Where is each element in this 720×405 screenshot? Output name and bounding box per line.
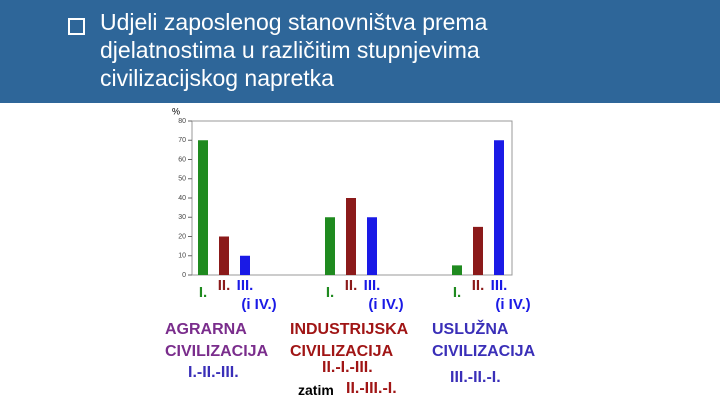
bar-label: II. (218, 277, 231, 294)
note: (i IV.) (368, 296, 403, 313)
y-tick-label: 40 (178, 195, 186, 202)
bar-label: III. (364, 277, 381, 294)
order: II.-III.-I. (346, 380, 397, 397)
bar-label: I. (453, 284, 461, 301)
category-label: AGRARNA CIVILIZACIJA (165, 321, 269, 360)
y-tick-label: 10 (178, 253, 186, 260)
y-tick-label: 50 (178, 176, 186, 183)
bar-label: III. (491, 277, 508, 294)
bar-label: II. (345, 277, 358, 294)
category-label: INDUSTRIJSKA CIVILIZACIJA (290, 321, 408, 360)
bar (325, 217, 335, 275)
y-tick-label: 30 (178, 214, 186, 221)
slide-title: Udjeli zaposlenog stanovništva prema dje… (100, 9, 488, 91)
y-axis-label: % (172, 106, 180, 116)
bar (452, 265, 462, 275)
bar (367, 217, 377, 275)
y-tick-label: 70 (178, 137, 186, 144)
bar (346, 198, 356, 275)
bullet-icon (68, 18, 85, 35)
order: III.-II.-I. (450, 369, 501, 386)
order: II.-I.-III. (322, 359, 373, 376)
note: (i IV.) (241, 296, 276, 313)
bar (473, 226, 483, 275)
y-tick-label: 20 (178, 233, 186, 240)
bar-label: II. (472, 277, 485, 294)
bar (240, 255, 250, 275)
bar-label: I. (199, 284, 207, 301)
bar (219, 236, 229, 275)
bar (198, 140, 208, 275)
order: I.-II.-III. (188, 364, 239, 381)
y-tick-label: 0 (182, 272, 186, 279)
y-tick-label: 60 (178, 156, 186, 163)
y-tick-label: 80 (178, 118, 186, 125)
bar (494, 140, 504, 275)
category-label: USLUŽNA CIVILIZACIJA (432, 321, 536, 360)
bar-label: III. (237, 277, 254, 294)
header-band (0, 0, 720, 103)
order-prefix: zatim (298, 382, 334, 398)
bar-label: I. (326, 284, 334, 301)
note: (i IV.) (495, 296, 530, 313)
